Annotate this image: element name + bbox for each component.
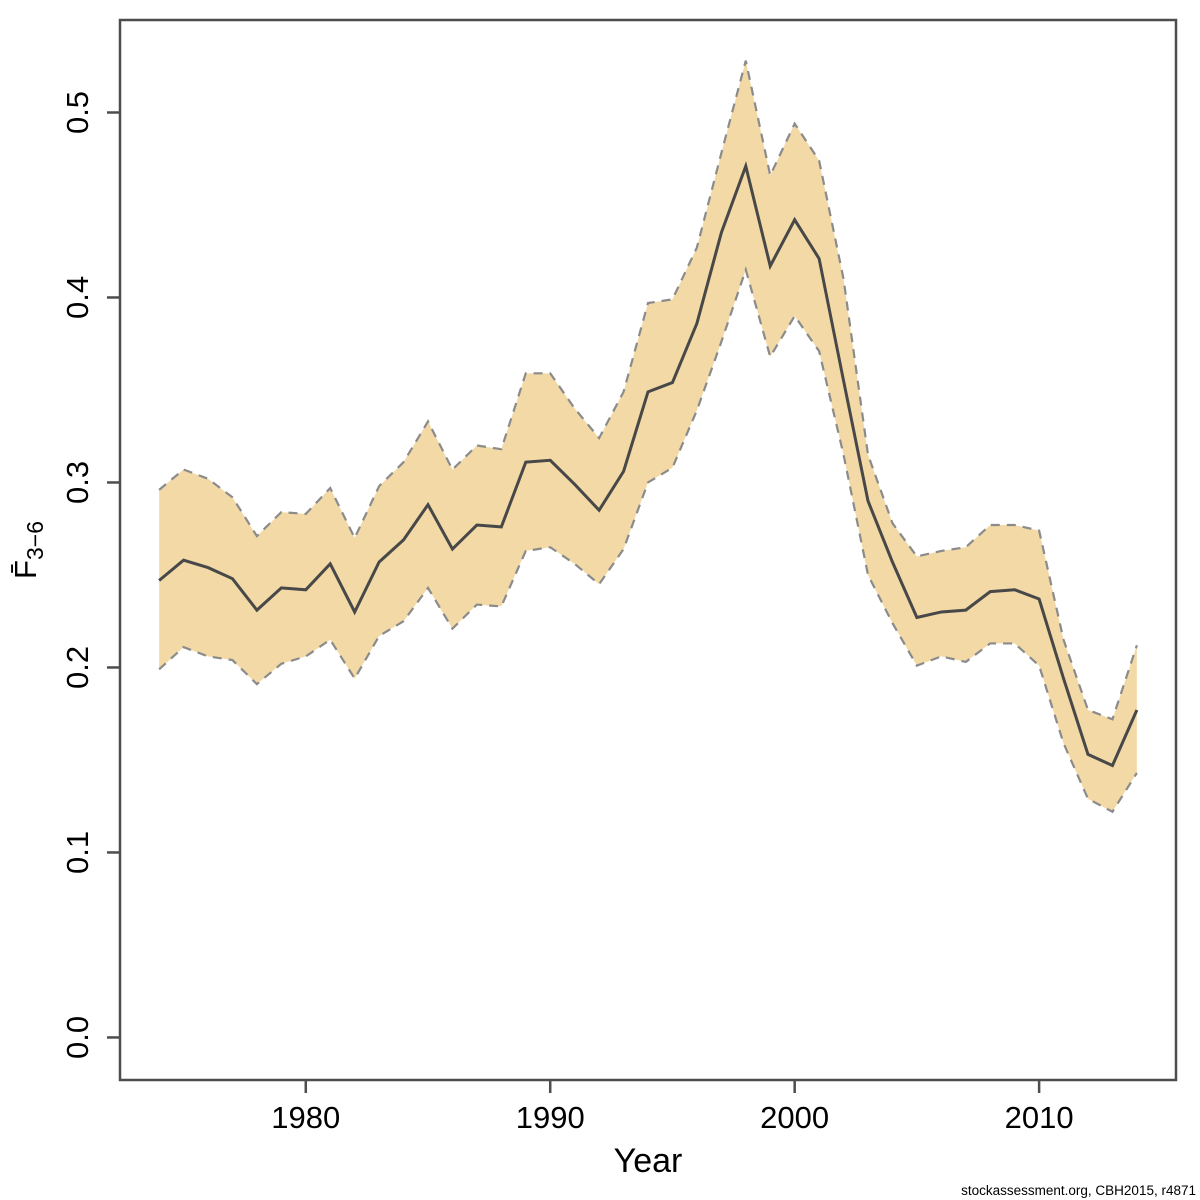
lower-ci-dashed-line xyxy=(158,266,1138,814)
confidence-band xyxy=(158,60,1138,814)
svg-text:F̄3−6: F̄3−6 xyxy=(8,521,48,579)
mean-line-path xyxy=(158,161,1139,768)
x-tick-label: 1980 xyxy=(271,1100,340,1135)
x-tick-label: 1990 xyxy=(516,1100,585,1135)
y-tick-label: 0.2 xyxy=(60,646,95,689)
y-tick-label: 0.3 xyxy=(60,461,95,504)
upper-ci-dashed-line xyxy=(158,60,1138,721)
y-tick-label: 0.0 xyxy=(60,1016,95,1059)
y-tick-label: 0.4 xyxy=(60,276,95,319)
plot-border xyxy=(118,18,1178,1082)
x-axis-title: Year xyxy=(614,1142,683,1180)
mean-line xyxy=(158,161,1139,768)
confidence-band-fill xyxy=(159,60,1137,812)
axes: 1980 1990 2000 2010 0.0 0.1 0.2 0.3 0.4 0.5 xyxy=(60,91,1074,1135)
x-tick-label: 2000 xyxy=(760,1100,829,1135)
y-axis-title-subscript: 3−6 xyxy=(22,521,48,560)
y-axis-title: F̄3−6 xyxy=(8,521,48,579)
y-axis-title-main: F̄ xyxy=(8,560,43,579)
y-tick-label: 0.1 xyxy=(60,831,95,874)
y-tick-label: 0.5 xyxy=(60,91,95,134)
attribution-text: stockassessment.org, CBH2015, r4871 xyxy=(961,1183,1196,1198)
x-tick-label: 2010 xyxy=(1005,1100,1074,1135)
